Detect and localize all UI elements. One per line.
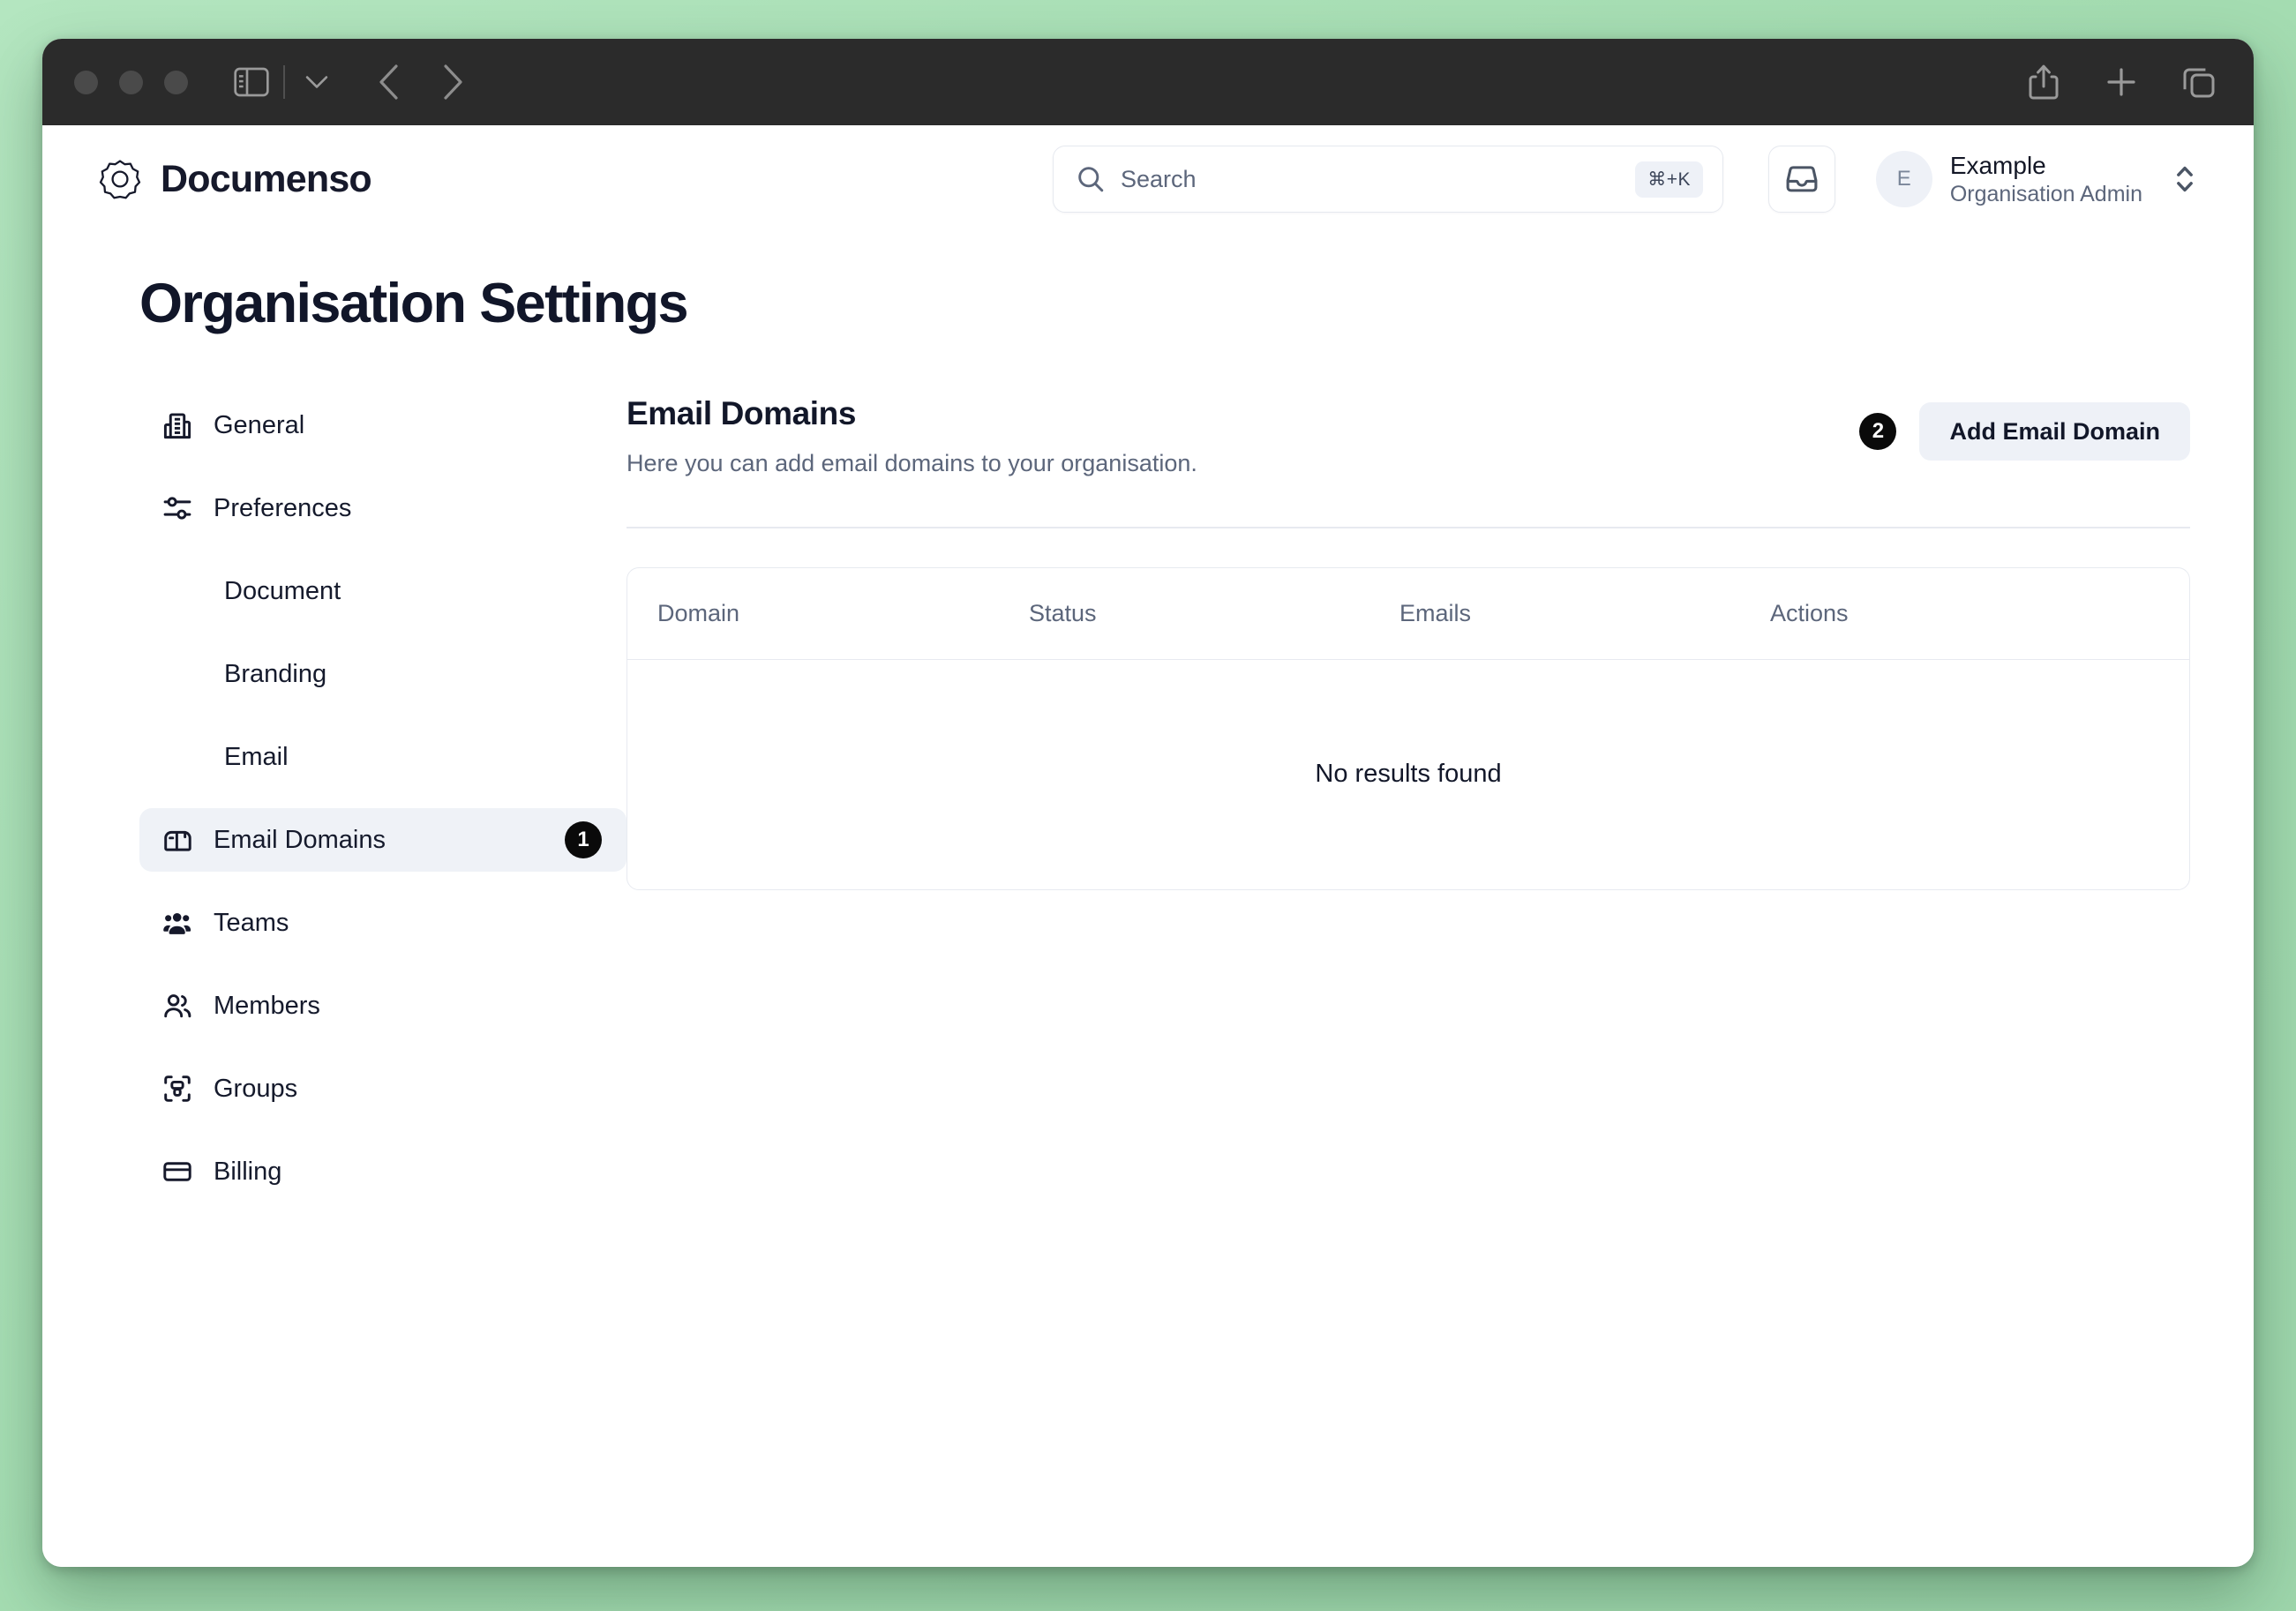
tab-overview-icon[interactable] [2174, 57, 2224, 107]
user-menu[interactable]: E Example Organisation Admin [1875, 150, 2195, 208]
sidebar-item-label: Groups [214, 1074, 298, 1103]
sidebar-item-label: Branding [224, 659, 327, 688]
sidebar-item-label: Document [224, 576, 341, 605]
settings-sidebar: General [139, 388, 627, 1223]
new-tab-icon[interactable] [2097, 57, 2146, 107]
sidebar-item-email[interactable]: Email [139, 725, 627, 789]
column-header-domain[interactable]: Domain [627, 567, 1029, 660]
section-subtitle: Here you can add email domains to your o… [627, 450, 1197, 476]
search-placeholder: Search [1121, 165, 1197, 192]
inbox-icon [1785, 162, 1819, 196]
sidebar-item-label: Email Domains [214, 825, 386, 854]
toolbar-divider [283, 65, 285, 99]
window-controls [74, 70, 188, 94]
share-icon[interactable] [2019, 57, 2068, 107]
app-header: Documenso Search ⌘+K [42, 125, 2254, 233]
step-badge-1: 1 [565, 821, 602, 858]
section-divider [627, 527, 2190, 528]
sidebar-item-members[interactable]: Members [139, 974, 627, 1038]
chevron-down-icon[interactable] [292, 57, 341, 107]
inbox-button[interactable] [1767, 146, 1835, 213]
sidebar-item-label: Billing [214, 1157, 282, 1186]
search-icon [1077, 165, 1105, 193]
sliders-icon [162, 493, 192, 523]
search-shortcut-badge: ⌘+K [1635, 161, 1703, 198]
user-name: Example [1949, 151, 2046, 179]
sidebar-item-email-domains[interactable]: Email Domains 1 [139, 808, 627, 872]
sidebar-item-label: Preferences [214, 493, 352, 522]
sidebar-toggle-icon[interactable] [227, 57, 276, 107]
sidebar-item-label: Teams [214, 908, 289, 937]
empty-state-message: No results found [1315, 760, 1502, 788]
column-header-status[interactable]: Status [1029, 567, 1399, 660]
page-title: Organisation Settings [139, 273, 689, 334]
sidebar-item-label: Email [224, 742, 289, 771]
credit-card-icon [162, 1157, 192, 1187]
sidebar-item-label: Members [214, 991, 320, 1020]
step-badge-2: 2 [1859, 413, 1897, 450]
chevron-up-down-icon [2174, 163, 2195, 195]
groups-scan-icon [162, 1074, 192, 1104]
table-header-row: Domain Status Emails Actions [627, 567, 2189, 660]
brand-logo[interactable]: Documenso [99, 157, 372, 201]
close-button[interactable] [74, 70, 98, 94]
avatar: E [1875, 151, 1932, 207]
sidebar-item-branding[interactable]: Branding [139, 642, 627, 706]
main-panel: Email Domains Here you can add email dom… [627, 388, 2195, 1223]
sidebar-item-teams[interactable]: Teams [139, 891, 627, 955]
sidebar-item-document[interactable]: Document [139, 559, 627, 623]
users-group-icon [162, 908, 192, 938]
add-email-domain-button[interactable]: Add Email Domain [1919, 402, 2190, 461]
members-icon [162, 991, 192, 1021]
section-title: Email Domains [627, 395, 857, 431]
email-domains-table-card: Domain Status Emails Actions No results … [627, 566, 2190, 890]
browser-titlebar [42, 39, 2254, 125]
column-header-actions[interactable]: Actions [1770, 567, 2189, 660]
sidebar-item-billing[interactable]: Billing [139, 1140, 627, 1203]
page-body: Organisation Settings [42, 233, 2254, 1223]
email-domains-table: Domain Status Emails Actions [627, 567, 2189, 660]
forward-arrow-icon[interactable] [428, 57, 477, 107]
sidebar-item-label: General [214, 410, 305, 439]
mailbox-icon [162, 825, 192, 855]
search-input[interactable]: Search ⌘+K [1053, 146, 1723, 213]
documenso-mark-icon [99, 158, 141, 200]
minimize-button[interactable] [119, 70, 143, 94]
app-viewport: Documenso Search ⌘+K [42, 125, 2254, 1567]
sidebar-item-general[interactable]: General [139, 393, 627, 457]
building-icon [162, 410, 192, 440]
sidebar-item-groups[interactable]: Groups [139, 1057, 627, 1120]
maximize-button[interactable] [164, 70, 188, 94]
back-arrow-icon[interactable] [364, 57, 414, 107]
user-role: Organisation Admin [1949, 181, 2142, 206]
brand-name: Documenso [161, 157, 372, 200]
sidebar-item-preferences[interactable]: Preferences [139, 476, 627, 540]
browser-window: Documenso Search ⌘+K [42, 39, 2254, 1567]
column-header-emails[interactable]: Emails [1399, 567, 1770, 660]
